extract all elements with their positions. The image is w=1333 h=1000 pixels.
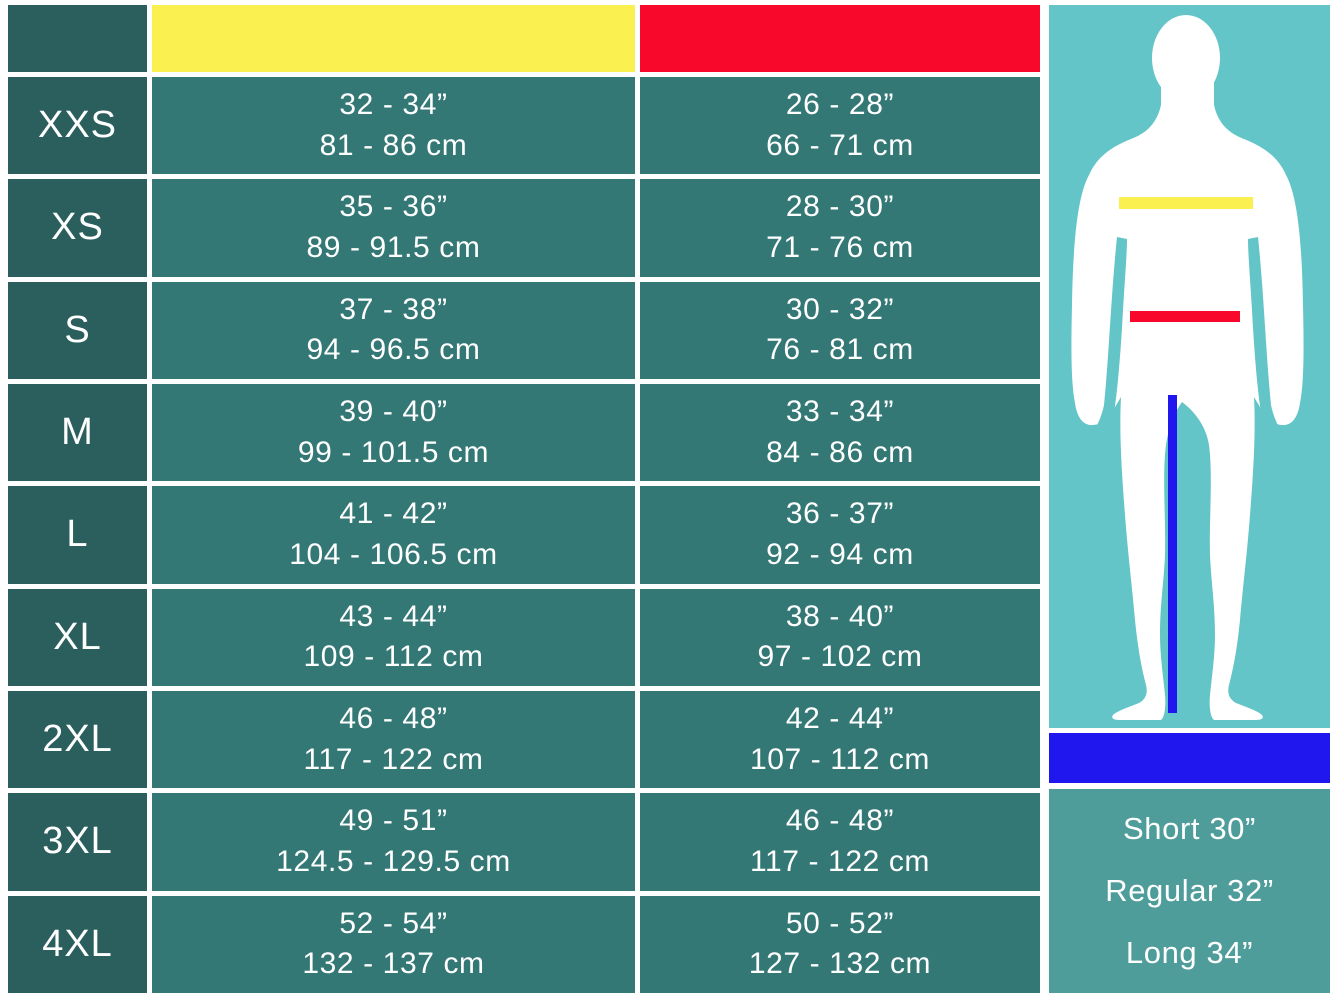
waist-cm: 92 - 94 cm [766, 537, 914, 571]
chest-inches: 35 - 36” [339, 190, 448, 224]
chest-cm: 81 - 86 cm [319, 128, 468, 162]
chest-cm: 94 - 96.5 cm [306, 333, 481, 367]
waist-cm: 127 - 132 cm [748, 947, 932, 981]
chest-value-cell: 46 - 48” 117 - 122 cm [152, 691, 635, 789]
size-label: 4XL [8, 895, 147, 993]
size-chart-table: XXS 32 - 34” 81 - 86 cm 26 - 28” 66 - 71… [8, 5, 1040, 993]
waist-cm: 76 - 81 cm [766, 333, 914, 367]
chest-value-cell: 39 - 40” 99 - 101.5 cm [152, 384, 635, 482]
chest-inches: 49 - 51” [339, 804, 448, 838]
chest-cm: 104 - 106.5 cm [289, 537, 498, 571]
chest-value-cell: 35 - 36” 89 - 91.5 cm [152, 179, 635, 277]
waist-inches: 46 - 48” [785, 804, 895, 838]
waist-cm: 66 - 71 cm [766, 128, 914, 162]
chest-value-cell: 52 - 54” 132 - 137 cm [152, 895, 635, 993]
waist-cm: 97 - 102 cm [757, 640, 923, 674]
chest-cm: 89 - 91.5 cm [306, 230, 481, 264]
waist-value-cell: 36 - 37” 92 - 94 cm [640, 486, 1040, 584]
waist-value-cell: 46 - 48” 117 - 122 cm [640, 793, 1040, 891]
chest-inches: 43 - 44” [339, 599, 448, 633]
chest-cm: 132 - 137 cm [302, 947, 485, 981]
waist-inches: 42 - 44” [785, 702, 895, 736]
waist-inches: 33 - 34” [785, 395, 895, 429]
chest-inches: 41 - 42” [339, 497, 448, 531]
waist-inches: 26 - 28” [785, 88, 895, 122]
waist-inches: 28 - 30” [785, 190, 895, 224]
chest-inches: 46 - 48” [339, 702, 448, 736]
waist-inches: 38 - 40” [785, 599, 895, 633]
waist-inches: 50 - 52” [785, 906, 895, 940]
corner-cell [8, 5, 147, 72]
chest-inches: 32 - 34” [339, 88, 448, 122]
body-measurement-figure [1049, 5, 1330, 728]
size-label: 2XL [8, 691, 147, 789]
waist-column-header [640, 5, 1040, 72]
waist-inches: 30 - 32” [785, 292, 895, 326]
waist-cm: 71 - 76 cm [766, 230, 914, 264]
chest-cm: 124.5 - 129.5 cm [276, 844, 511, 878]
chest-cm: 109 - 112 cm [303, 640, 484, 674]
chest-value-cell: 43 - 44” 109 - 112 cm [152, 588, 635, 686]
chest-inches: 39 - 40” [339, 395, 448, 429]
chest-inches: 37 - 38” [339, 292, 448, 326]
size-label: M [8, 384, 147, 482]
waist-cm: 107 - 112 cm [749, 742, 931, 776]
length-option-long: Long 34” [1125, 935, 1254, 970]
size-label: S [8, 281, 147, 379]
size-label: 3XL [8, 793, 147, 891]
waist-cm: 84 - 86 cm [766, 435, 914, 469]
length-option-regular: Regular 32” [1105, 873, 1274, 908]
chest-line [1119, 197, 1253, 209]
waist-line [1130, 311, 1240, 322]
chest-cm: 99 - 101.5 cm [297, 435, 490, 469]
waist-value-cell: 33 - 34” 84 - 86 cm [640, 384, 1040, 482]
waist-value-cell: 42 - 44” 107 - 112 cm [640, 691, 1040, 789]
size-label: L [8, 486, 147, 584]
chest-cm: 117 - 122 cm [303, 742, 484, 776]
chest-value-cell: 32 - 34” 81 - 86 cm [152, 77, 635, 175]
chest-column-header [152, 5, 635, 72]
waist-value-cell: 50 - 52” 127 - 132 cm [640, 895, 1040, 993]
size-label: XL [8, 588, 147, 686]
inseam-column-header [1049, 733, 1330, 783]
waist-inches: 36 - 37” [785, 497, 895, 531]
chest-value-cell: 37 - 38” 94 - 96.5 cm [152, 281, 635, 379]
waist-value-cell: 26 - 28” 66 - 71 cm [640, 77, 1040, 175]
waist-value-cell: 30 - 32” 76 - 81 cm [640, 281, 1040, 379]
chest-inches: 52 - 54” [339, 906, 448, 940]
body-silhouette-icon [1071, 15, 1304, 720]
length-option-short: Short 30” [1123, 811, 1256, 846]
waist-value-cell: 28 - 30” 71 - 76 cm [640, 179, 1040, 277]
waist-cm: 117 - 122 cm [749, 844, 931, 878]
size-label: XS [8, 179, 147, 277]
inseam-length-panel: Short 30” Regular 32” Long 34” [1049, 789, 1330, 993]
inseam-line [1168, 395, 1177, 713]
chest-value-cell: 49 - 51” 124.5 - 129.5 cm [152, 793, 635, 891]
chest-value-cell: 41 - 42” 104 - 106.5 cm [152, 486, 635, 584]
size-label: XXS [8, 77, 147, 175]
waist-value-cell: 38 - 40” 97 - 102 cm [640, 588, 1040, 686]
